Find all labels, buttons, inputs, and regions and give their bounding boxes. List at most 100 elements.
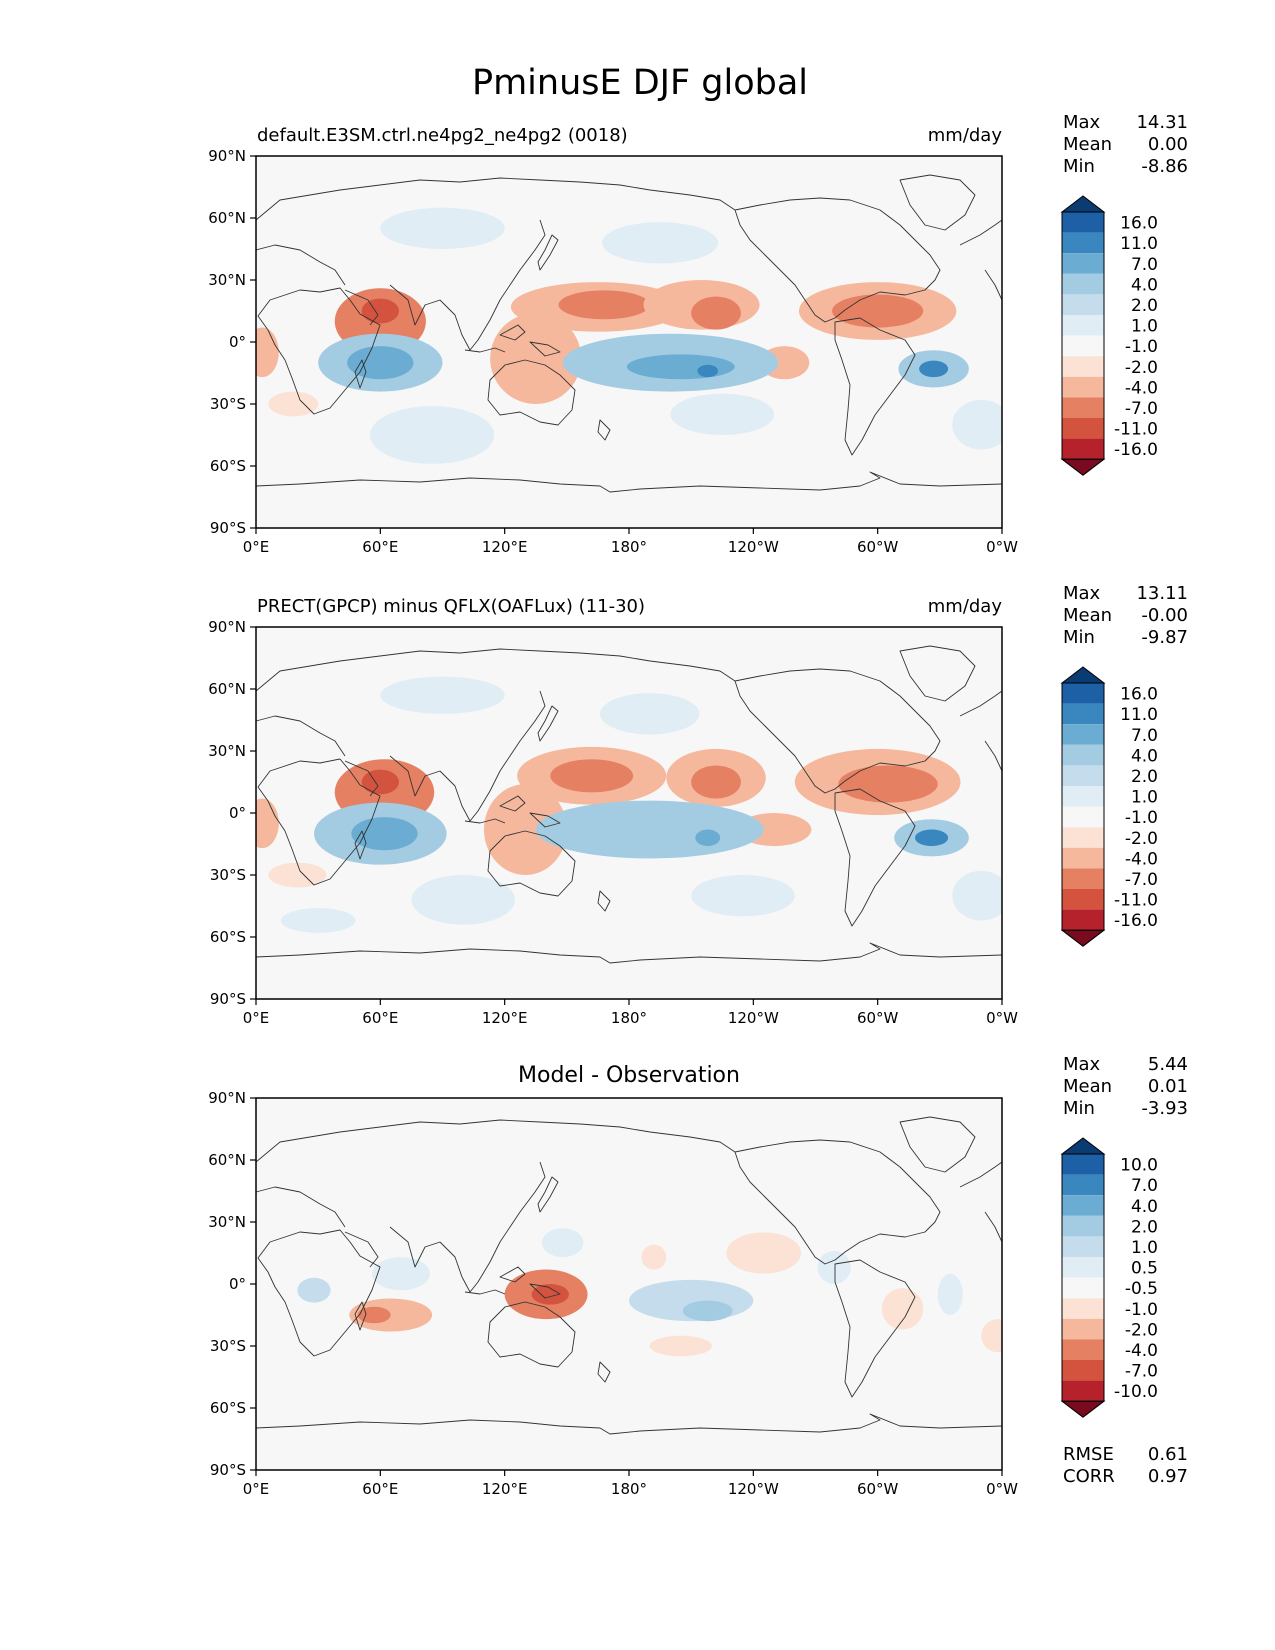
stat-label-mean: Mean bbox=[1063, 605, 1112, 626]
contour-region-1 bbox=[531, 1284, 569, 1305]
colorbar-cell bbox=[1062, 1236, 1104, 1257]
colorbar-cell bbox=[1062, 376, 1104, 398]
colorbar-tick-label: -11.0 bbox=[1114, 420, 1158, 440]
colorbar-tick-label: -4.0 bbox=[1125, 849, 1158, 869]
y-tick-label: 60°N bbox=[208, 1151, 246, 1169]
panel-units: mm/day bbox=[928, 596, 1003, 617]
stat-value-min: -8.86 bbox=[1141, 156, 1188, 177]
colorbar-extend-max bbox=[1060, 195, 1106, 213]
colorbar-extend-max bbox=[1060, 666, 1106, 684]
y-tick-label: 60°N bbox=[208, 680, 246, 698]
colorbar-outline bbox=[1061, 211, 1105, 460]
contour-region-3 bbox=[357, 1306, 391, 1324]
stat-value-max: 5.44 bbox=[1148, 1054, 1188, 1075]
colorbar-tick-label: -16.0 bbox=[1114, 440, 1158, 460]
colorbar-cell bbox=[1062, 909, 1104, 931]
contour-region-2 bbox=[349, 1298, 433, 1332]
stat-value-mean: -0.00 bbox=[1141, 605, 1188, 626]
y-axis: 90°N 60°N 30°N 0° 30°S 60°S 90°S bbox=[208, 1089, 256, 1479]
y-tick-label: 60°S bbox=[210, 928, 246, 946]
colorbar-cell bbox=[1062, 1318, 1104, 1340]
y-tick-label: 90°N bbox=[208, 618, 246, 636]
contour-region-10 bbox=[682, 1300, 733, 1322]
stat-value-min: -3.93 bbox=[1141, 1098, 1188, 1119]
colorbar-cell bbox=[1062, 1380, 1104, 1402]
x-tick-label: 120°W bbox=[728, 1009, 779, 1027]
contour-region-11 bbox=[297, 1277, 331, 1303]
x-tick-label: 0°W bbox=[986, 538, 1018, 556]
colorbar-tick-label: 2.0 bbox=[1131, 767, 1158, 787]
contour-region-1 bbox=[361, 769, 399, 795]
y-tick-label: 90°S bbox=[210, 1461, 246, 1479]
contour-region-7 bbox=[881, 1288, 924, 1330]
colorbar-tick-label: -2.0 bbox=[1125, 1320, 1158, 1340]
colorbar-tick-label: 16.0 bbox=[1120, 685, 1158, 705]
colorbar: 10.07.04.02.01.00.5-0.5-1.0-2.0-4.0-7.0-… bbox=[1060, 1137, 1158, 1418]
stat-value-max: 13.11 bbox=[1136, 583, 1188, 604]
y-tick-label: 60°N bbox=[208, 209, 246, 227]
contour-region-3 bbox=[558, 290, 650, 320]
error-stats: RMSE 0.61 CORR 0.97 bbox=[1063, 1444, 1188, 1487]
contour-region-8 bbox=[483, 784, 567, 875]
stat-label-max: Max bbox=[1063, 1054, 1101, 1075]
contour-region-13 bbox=[351, 817, 418, 851]
x-axis: 0°E 60°E 120°E 180° 120°W 60°W 0°W bbox=[243, 999, 1018, 1027]
contour-region-22 bbox=[691, 875, 795, 917]
stats-block: Max 13.11 Mean -0.00 Min -9.87 bbox=[1063, 583, 1188, 648]
colorbar-tick-label: -0.5 bbox=[1125, 1279, 1158, 1299]
contour-region-19 bbox=[380, 207, 505, 249]
colorbar-cell bbox=[1062, 273, 1104, 295]
colorbar-tick-label: 16.0 bbox=[1120, 214, 1158, 234]
contour-region-18 bbox=[380, 676, 505, 714]
y-tick-label: 0° bbox=[229, 804, 246, 822]
x-tick-label: 180° bbox=[611, 1480, 647, 1498]
contour-region-11 bbox=[268, 862, 327, 888]
stat-label-corr: CORR bbox=[1063, 1466, 1115, 1487]
stat-label-max: Max bbox=[1063, 112, 1101, 133]
contour-region-12 bbox=[541, 1228, 584, 1258]
colorbar-tick-label: -1.0 bbox=[1125, 337, 1158, 357]
x-tick-label: 0°E bbox=[243, 538, 270, 556]
contour-region-8 bbox=[490, 313, 582, 404]
colorbar-cell bbox=[1062, 1257, 1104, 1278]
contour-region-13 bbox=[347, 346, 414, 380]
contour-region-16 bbox=[697, 364, 719, 378]
colorbar-extend-min bbox=[1060, 1400, 1106, 1418]
colorbar-cell bbox=[1062, 438, 1104, 460]
colorbar-cell bbox=[1062, 1277, 1104, 1299]
colorbar-cell bbox=[1062, 1154, 1104, 1175]
contour-region-15 bbox=[937, 1273, 963, 1316]
colorbar-tick-label: -11.0 bbox=[1114, 891, 1158, 911]
stat-label-rmse: RMSE bbox=[1063, 1444, 1114, 1465]
colorbar-extend-min bbox=[1060, 929, 1106, 947]
contour-region-18 bbox=[919, 360, 949, 378]
x-tick-label: 0°W bbox=[986, 1480, 1018, 1498]
stat-label-min: Min bbox=[1063, 627, 1095, 648]
colorbar-cell bbox=[1062, 253, 1104, 274]
panel-test: default.E3SM.ctrl.ne4pg2_ne4pg2 (0018) m… bbox=[208, 112, 1188, 556]
colorbar-tick-label: 1.0 bbox=[1131, 317, 1158, 337]
x-tick-label: 0°E bbox=[243, 1009, 270, 1027]
x-tick-label: 120°E bbox=[482, 538, 528, 556]
colorbar-tick-label: -7.0 bbox=[1125, 870, 1158, 890]
stat-value-mean: 0.00 bbox=[1148, 134, 1188, 155]
contour-field bbox=[297, 1228, 1002, 1357]
colorbar-tick-label: 1.0 bbox=[1131, 1238, 1158, 1258]
contour-region-21 bbox=[369, 406, 495, 464]
x-tick-label: 60°W bbox=[857, 538, 899, 556]
contour-region-23 bbox=[952, 399, 1002, 450]
colorbar-tick-label: 7.0 bbox=[1131, 1176, 1158, 1196]
contour-region-8 bbox=[981, 1319, 1002, 1353]
colorbar-cell bbox=[1062, 786, 1104, 807]
stat-label-min: Min bbox=[1063, 156, 1095, 177]
colorbar-tick-label: 0.5 bbox=[1131, 1259, 1158, 1279]
contour-region-23 bbox=[952, 870, 1002, 921]
colorbar-tick-label: 4.0 bbox=[1131, 1197, 1158, 1217]
x-tick-label: 60°W bbox=[857, 1480, 899, 1498]
stat-label-min: Min bbox=[1063, 1098, 1095, 1119]
x-tick-label: 120°W bbox=[728, 1480, 779, 1498]
contour-region-14 bbox=[535, 800, 764, 859]
y-axis: 90°N 60°N 30°N 0° 30°S 60°S 90°S bbox=[208, 147, 256, 537]
colorbar-cell bbox=[1062, 1215, 1104, 1237]
